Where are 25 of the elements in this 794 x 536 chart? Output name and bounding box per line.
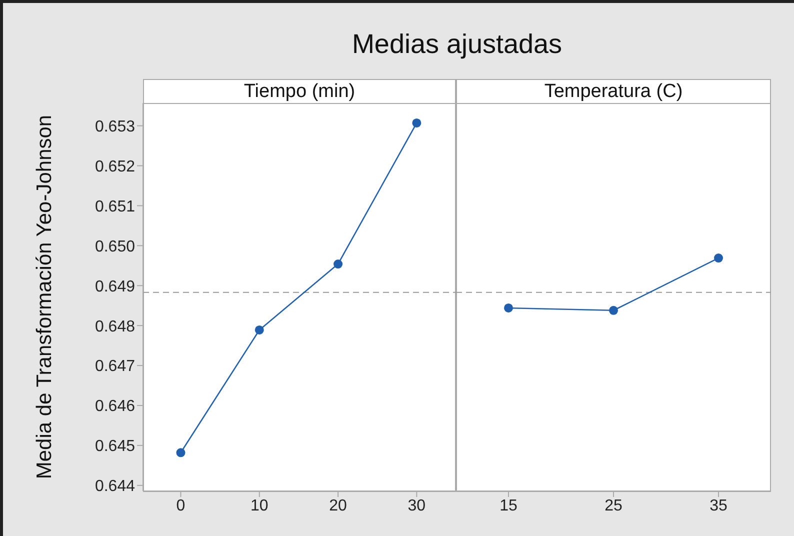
point (334, 260, 343, 269)
y-tick-label: 0.648 (94, 318, 136, 336)
x-tick-label: 25 (604, 497, 622, 514)
chart-subtitle: Temperatura (C) (456, 79, 771, 104)
y-tick-label: 0.645 (94, 438, 136, 456)
chart-title: Medias ajustadas (350, 29, 564, 60)
x-tick-label: 0 (176, 497, 186, 514)
point (412, 118, 422, 128)
y-tick-label: 0.650 (94, 238, 136, 256)
y-tick-label: 0.652 (94, 158, 136, 176)
y-tick-label: 0.653 (94, 118, 136, 136)
x-tick-label: 30 (408, 497, 426, 514)
x-tick-label: 20 (329, 497, 348, 514)
point (254, 325, 264, 334)
point (176, 448, 186, 458)
x-tick-label: 10 (250, 497, 268, 514)
y-tick-label: 0.644 (94, 478, 136, 496)
x-tick-label: 15 (500, 497, 518, 514)
y-tick-label: 0.651 (94, 198, 136, 216)
y-tick-label: 0.647 (94, 358, 136, 376)
y-axis-title: Media de Transformación Yeo-Johnson (32, 114, 57, 482)
chart-subtitle: Tiempo (min) (143, 79, 456, 104)
x-tick-label: 35 (710, 497, 728, 514)
y-tick-label: 0.649 (94, 278, 136, 296)
y-tick-label: 0.646 (94, 398, 136, 416)
